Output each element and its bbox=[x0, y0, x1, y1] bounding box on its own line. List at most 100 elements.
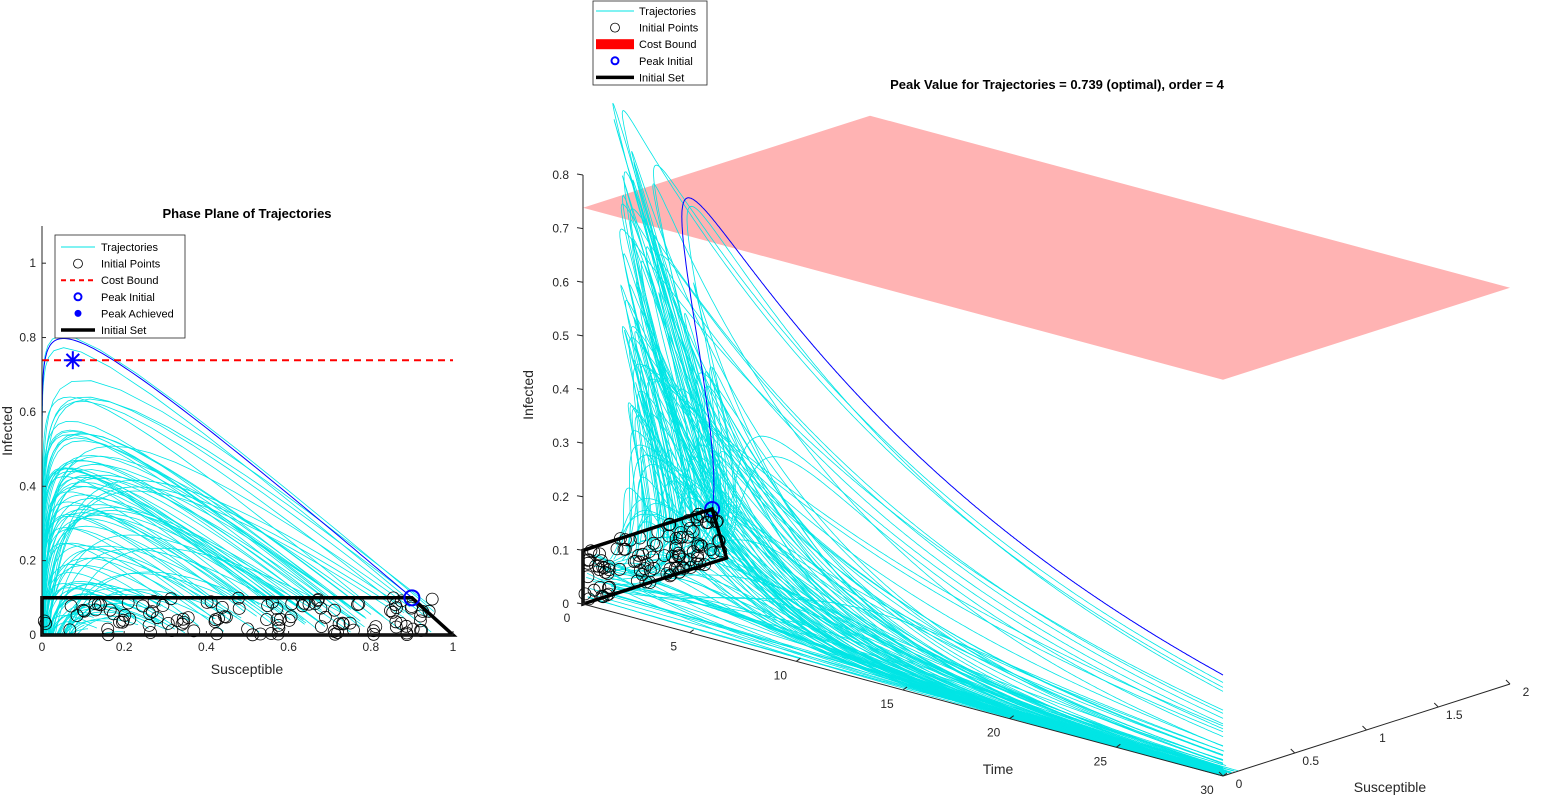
3d-trajectory-line bbox=[627, 402, 1224, 776]
3d-infected-tick bbox=[576, 441, 584, 444]
3d-trajectory-line bbox=[633, 161, 1224, 773]
3d-initial-point bbox=[691, 513, 704, 527]
initial-point bbox=[399, 619, 413, 633]
3d-trajectory-line bbox=[606, 567, 1224, 776]
3d-initial-point bbox=[602, 587, 616, 601]
3d-infected-tick-label: 0.5 bbox=[552, 329, 569, 343]
3d-time-tick bbox=[689, 629, 694, 634]
initial-point bbox=[116, 615, 129, 629]
initial-point bbox=[208, 615, 222, 628]
phase-y-tick-label: 0.8 bbox=[19, 331, 36, 345]
3d-trajectory-line bbox=[684, 312, 1224, 776]
3d-initial-point bbox=[662, 529, 676, 543]
3d-trajectory-line bbox=[630, 326, 1224, 757]
3d-trajectory-line bbox=[632, 363, 1224, 733]
initial-point bbox=[145, 605, 159, 618]
peak-achieved-marker bbox=[63, 351, 82, 370]
initial-point bbox=[175, 617, 189, 631]
legend-entry-label: Initial Set bbox=[101, 325, 146, 337]
3d-trajectory-line bbox=[686, 205, 1224, 692]
3d-initial-point bbox=[619, 533, 632, 546]
3d-legend-entry-label: Initial Set bbox=[639, 72, 684, 84]
trajectory-line bbox=[57, 605, 163, 636]
3d-infected-tick bbox=[576, 602, 584, 605]
initial-point bbox=[311, 594, 325, 607]
3d-susceptible-tick-label: 1.5 bbox=[1446, 708, 1463, 722]
initial-point bbox=[232, 602, 246, 615]
3d-initial-point bbox=[676, 552, 690, 566]
3d-trajectory-line bbox=[633, 359, 1224, 776]
3d-initial-point bbox=[651, 525, 665, 539]
initial-point bbox=[416, 605, 430, 618]
3d-trajectory-line bbox=[597, 590, 1230, 774]
3d-legend-entry-label: Peak Initial bbox=[639, 56, 693, 68]
3d-legend-entry-label: Initial Points bbox=[639, 23, 699, 35]
3d-susceptible-tick-label: 0 bbox=[1236, 777, 1243, 791]
phase-legend: Trajectories Initial Points Cost Bound Peak… bbox=[54, 234, 186, 339]
3d-trajectory-line bbox=[665, 388, 1224, 761]
phase-y-tick-label: 0.6 bbox=[19, 405, 36, 419]
phase-y-tick-label: 1 bbox=[29, 256, 36, 270]
initial-point bbox=[156, 599, 170, 612]
3d-initial-point bbox=[584, 544, 598, 558]
legend-symbol bbox=[73, 292, 83, 302]
3d-trajectory-line bbox=[703, 366, 1224, 774]
initial-point bbox=[200, 596, 214, 609]
phase-y-tick-label: 0 bbox=[29, 628, 36, 642]
3d-initial-point bbox=[587, 583, 601, 597]
trajectory-line bbox=[47, 557, 260, 636]
cost-bound-plane bbox=[583, 115, 1510, 380]
3d-trajectory-line bbox=[611, 572, 1224, 775]
initial-point bbox=[143, 607, 157, 620]
legend-entry-label: Peak Achieved bbox=[101, 308, 174, 320]
3d-legend-symbol bbox=[610, 56, 620, 66]
initial-point bbox=[261, 599, 275, 612]
3d-trajectory-line bbox=[648, 539, 1227, 771]
3d-initial-point bbox=[664, 568, 678, 582]
3d-initial-point bbox=[595, 554, 608, 568]
initial-point bbox=[367, 627, 381, 641]
initial-point bbox=[253, 627, 267, 641]
phase-y-tick-label: 0.4 bbox=[19, 479, 36, 493]
initial-point bbox=[70, 609, 84, 622]
3d-time-label: Time bbox=[983, 761, 1014, 777]
legend-entry-label: Cost Bound bbox=[101, 275, 158, 287]
3d-initial-point bbox=[663, 562, 677, 575]
3d-trajectory-line bbox=[613, 119, 1224, 768]
3d-trajectory-line bbox=[604, 561, 1232, 773]
3d-initial-point bbox=[694, 538, 707, 552]
3d-initial-point bbox=[662, 518, 676, 532]
3d-time-tick-label: 20 bbox=[987, 726, 1001, 740]
initial-point bbox=[177, 616, 191, 629]
initial-point bbox=[210, 627, 224, 641]
phase-y-tick-label: 0.2 bbox=[19, 554, 36, 568]
3d-time-tick bbox=[1009, 715, 1014, 720]
initial-point bbox=[369, 620, 383, 633]
3d-infected-tick-label: 0.1 bbox=[552, 543, 569, 557]
3d-initial-point bbox=[635, 568, 649, 581]
phase-x-tick-label: 0 bbox=[39, 640, 46, 654]
3d-legend-entry-label: Cost Bound bbox=[639, 39, 696, 51]
trajectory-line bbox=[44, 557, 216, 635]
3d-initial-point bbox=[712, 534, 725, 547]
3d-susceptible-tick bbox=[1433, 702, 1439, 708]
legend-entry-label: Initial Points bbox=[101, 259, 161, 271]
3d-initial-point bbox=[681, 514, 695, 527]
initial-point bbox=[351, 598, 364, 611]
initial-point bbox=[89, 603, 103, 617]
3d-infected-tick bbox=[576, 495, 584, 498]
trajectory-line bbox=[48, 490, 405, 635]
asterisk-stroke bbox=[65, 353, 80, 368]
initial-point bbox=[422, 604, 436, 618]
3d-trajectory-line bbox=[610, 577, 1235, 772]
3d-susceptible-tick bbox=[1290, 748, 1296, 754]
phase-x-tick-label: 1 bbox=[450, 640, 457, 654]
initial-point bbox=[308, 597, 322, 610]
phase-x-label: Susceptible bbox=[211, 661, 284, 677]
3d-initial-point bbox=[627, 555, 641, 568]
3d-initial-point bbox=[695, 539, 709, 553]
3d-susceptible-tick-label: 2 bbox=[1523, 685, 1530, 699]
initial-point bbox=[413, 614, 427, 628]
3d-initial-point bbox=[581, 570, 595, 584]
